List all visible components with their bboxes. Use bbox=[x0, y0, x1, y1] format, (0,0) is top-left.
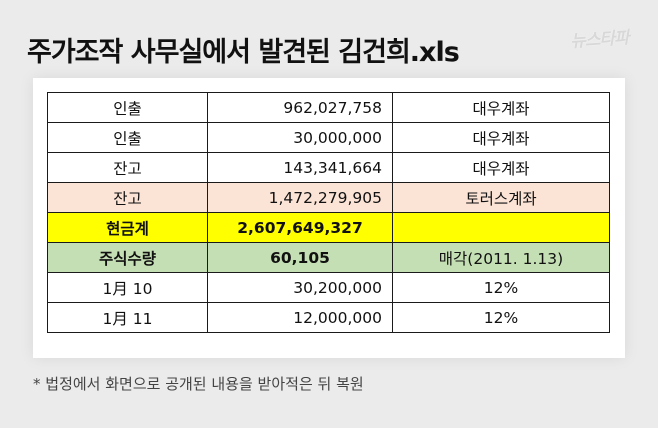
cell-note: 대우계좌 bbox=[392, 92, 610, 123]
cell-amount: 962,027,758 bbox=[207, 92, 393, 123]
table-row: 인출 962,027,758 대우계좌 bbox=[47, 92, 610, 123]
cell-label: 인출 bbox=[47, 92, 208, 123]
cell-note bbox=[392, 212, 610, 243]
table-row-torus-balance: 잔고 1,472,279,905 토러스계좌 bbox=[47, 182, 610, 213]
cell-note: 12% bbox=[392, 302, 610, 333]
table-row-cash-total: 현금계 2,607,649,327 bbox=[47, 212, 610, 243]
cell-label: 현금계 bbox=[47, 212, 208, 243]
cell-note: 매각(2011. 1.13) bbox=[392, 242, 610, 273]
cell-amount: 30,000,000 bbox=[207, 122, 393, 153]
spreadsheet-card: 인출 962,027,758 대우계좌 인출 30,000,000 대우계좌 잔… bbox=[33, 78, 625, 358]
cell-amount: 30,200,000 bbox=[207, 272, 393, 303]
table-row: 1月 11 12,000,000 12% bbox=[47, 302, 610, 333]
cell-amount: 2,607,649,327 bbox=[207, 212, 393, 243]
page-title: 주가조작 사무실에서 발견된 김건희.xls bbox=[27, 37, 460, 68]
cell-label: 주식수량 bbox=[47, 242, 208, 273]
cell-label: 잔고 bbox=[47, 152, 208, 183]
cell-label: 잔고 bbox=[47, 182, 208, 213]
cell-amount: 12,000,000 bbox=[207, 302, 393, 333]
table-row: 인출 30,000,000 대우계좌 bbox=[47, 122, 610, 153]
cell-note: 토러스계좌 bbox=[392, 182, 610, 213]
footnote: * 법정에서 화면으로 공개된 내용을 받아적은 뒤 복원 bbox=[33, 375, 364, 393]
cell-note: 대우계좌 bbox=[392, 152, 610, 183]
cell-label: 인출 bbox=[47, 122, 208, 153]
cell-label: 1月 11 bbox=[47, 302, 208, 333]
spreadsheet-table: 인출 962,027,758 대우계좌 인출 30,000,000 대우계좌 잔… bbox=[47, 92, 610, 333]
newstapa-logo: 뉴스타파 bbox=[569, 27, 630, 53]
cell-amount: 1,472,279,905 bbox=[207, 182, 393, 213]
table-row: 1月 10 30,200,000 12% bbox=[47, 272, 610, 303]
cell-amount: 60,105 bbox=[207, 242, 393, 273]
table-row-share-count: 주식수량 60,105 매각(2011. 1.13) bbox=[47, 242, 610, 273]
table-row: 잔고 143,341,664 대우계좌 bbox=[47, 152, 610, 183]
cell-note: 12% bbox=[392, 272, 610, 303]
cell-label: 1月 10 bbox=[47, 272, 208, 303]
cell-amount: 143,341,664 bbox=[207, 152, 393, 183]
cell-note: 대우계좌 bbox=[392, 122, 610, 153]
